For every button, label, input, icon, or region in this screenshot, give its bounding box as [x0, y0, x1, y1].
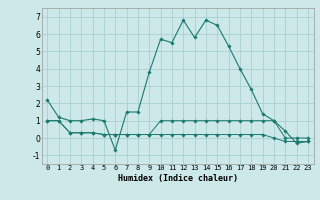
X-axis label: Humidex (Indice chaleur): Humidex (Indice chaleur) — [118, 174, 237, 183]
